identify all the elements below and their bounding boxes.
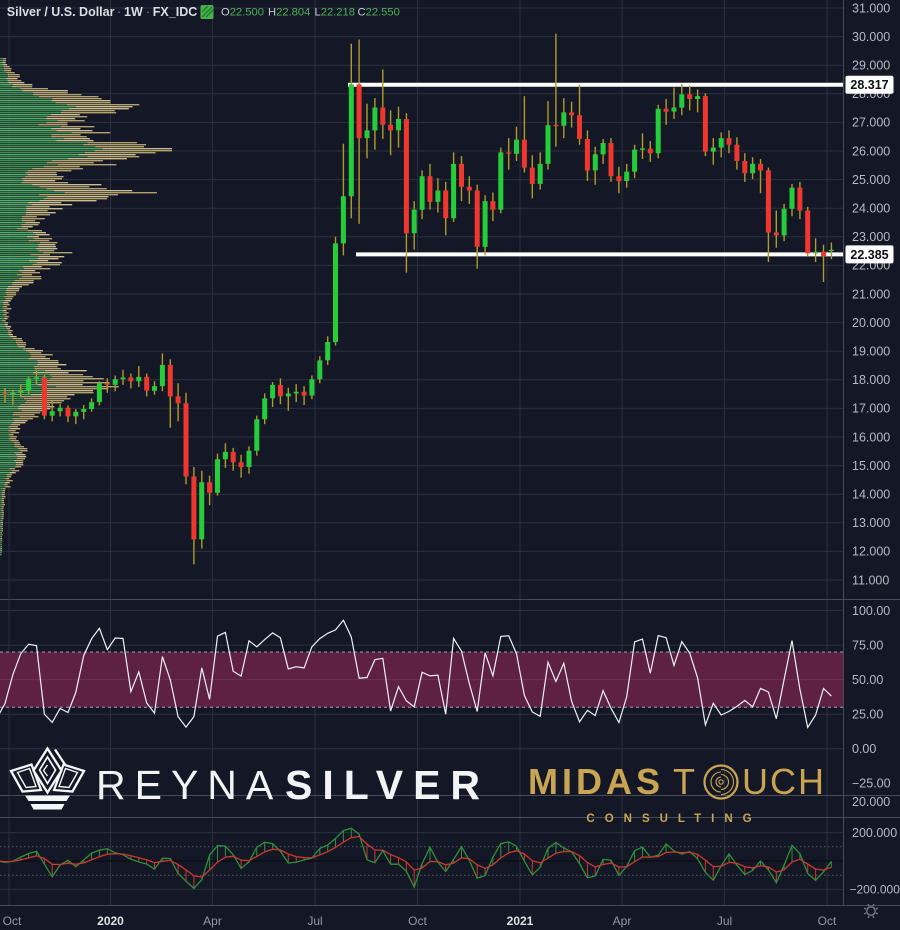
svg-text:−25.00: −25.00 [852,777,891,791]
svg-text:CONSULTING: CONSULTING [586,813,761,825]
svg-text:17.000: 17.000 [852,402,890,416]
svg-text:12.000: 12.000 [852,545,890,559]
svg-text:O22.500: O22.500 [221,7,264,19]
svg-text:2020: 2020 [97,914,124,928]
svg-text:23.000: 23.000 [852,230,890,244]
svg-text:29.000: 29.000 [852,59,890,73]
svg-text:16.000: 16.000 [852,430,890,444]
svg-text:·: · [146,5,150,19]
svg-text:21.000: 21.000 [852,287,890,301]
svg-text:11.000: 11.000 [852,573,889,587]
svg-text:T: T [673,761,695,802]
svg-text:20.000: 20.000 [852,795,890,809]
svg-text:25.00: 25.00 [852,708,883,722]
svg-text:H22.804: H22.804 [268,7,310,19]
svg-text:SILVER: SILVER [285,762,490,808]
svg-text:REYNA: REYNA [96,762,282,808]
svg-text:19.000: 19.000 [852,345,890,359]
svg-text:28.317: 28.317 [850,78,888,92]
svg-text:25.000: 25.000 [852,173,890,187]
svg-text:L22.218: L22.218 [315,7,355,19]
svg-text:Silver / U.S. Dollar: Silver / U.S. Dollar [7,5,115,19]
svg-text:100.00: 100.00 [852,604,890,618]
svg-text:Apr: Apr [613,914,632,928]
svg-text:FX_IDC: FX_IDC [153,5,197,19]
svg-text:24.000: 24.000 [852,202,890,216]
svg-text:200.000: 200.000 [852,826,897,840]
svg-text:13.000: 13.000 [852,516,890,530]
svg-text:30.000: 30.000 [852,30,890,44]
svg-text:14.000: 14.000 [852,488,890,502]
svg-text:18.000: 18.000 [852,373,890,387]
svg-text:22.385: 22.385 [850,248,888,262]
svg-text:UCH: UCH [742,761,826,802]
svg-text:·: · [117,5,121,19]
svg-text:Oct: Oct [408,914,427,928]
svg-text:27.000: 27.000 [852,116,890,130]
svg-text:75.00: 75.00 [852,638,883,652]
svg-text:1W: 1W [124,5,143,19]
svg-text:−200.000: −200.000 [850,883,900,897]
svg-text:Oct: Oct [818,914,837,928]
svg-text:50.00: 50.00 [852,673,883,687]
svg-text:0.00: 0.00 [852,742,876,756]
svg-text:Apr: Apr [203,914,222,928]
svg-text:Jul: Jul [717,914,732,928]
svg-text:15.000: 15.000 [852,459,890,473]
svg-text:MIDAS: MIDAS [528,761,664,802]
svg-text:20.000: 20.000 [852,316,890,330]
svg-text:C22.550: C22.550 [358,7,400,19]
svg-text:Jul: Jul [307,914,322,928]
svg-text:2021: 2021 [507,914,534,928]
svg-text:26.000: 26.000 [852,144,890,158]
svg-text:Oct: Oct [3,914,22,928]
svg-text:31.000: 31.000 [852,1,890,15]
